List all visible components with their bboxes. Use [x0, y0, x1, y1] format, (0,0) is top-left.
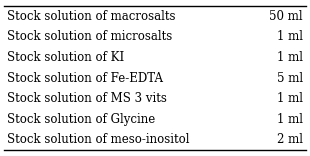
Text: 5 ml: 5 ml — [277, 71, 303, 85]
Text: Stock solution of Glycine: Stock solution of Glycine — [7, 113, 155, 126]
Text: 2 ml: 2 ml — [277, 133, 303, 146]
Text: Stock solution of macrosalts: Stock solution of macrosalts — [7, 10, 175, 23]
Text: 1 ml: 1 ml — [277, 30, 303, 43]
Text: Stock solution of meso-inositol: Stock solution of meso-inositol — [7, 133, 189, 146]
Text: 1 ml: 1 ml — [277, 92, 303, 105]
Text: 1 ml: 1 ml — [277, 51, 303, 64]
Text: Stock solution of microsalts: Stock solution of microsalts — [7, 30, 172, 43]
Text: 1 ml: 1 ml — [277, 113, 303, 126]
Text: 50 ml: 50 ml — [269, 10, 303, 23]
Text: Stock solution of Fe-EDTA: Stock solution of Fe-EDTA — [7, 71, 163, 85]
Text: Stock solution of MS 3 vits: Stock solution of MS 3 vits — [7, 92, 167, 105]
Text: Stock solution of KI: Stock solution of KI — [7, 51, 124, 64]
